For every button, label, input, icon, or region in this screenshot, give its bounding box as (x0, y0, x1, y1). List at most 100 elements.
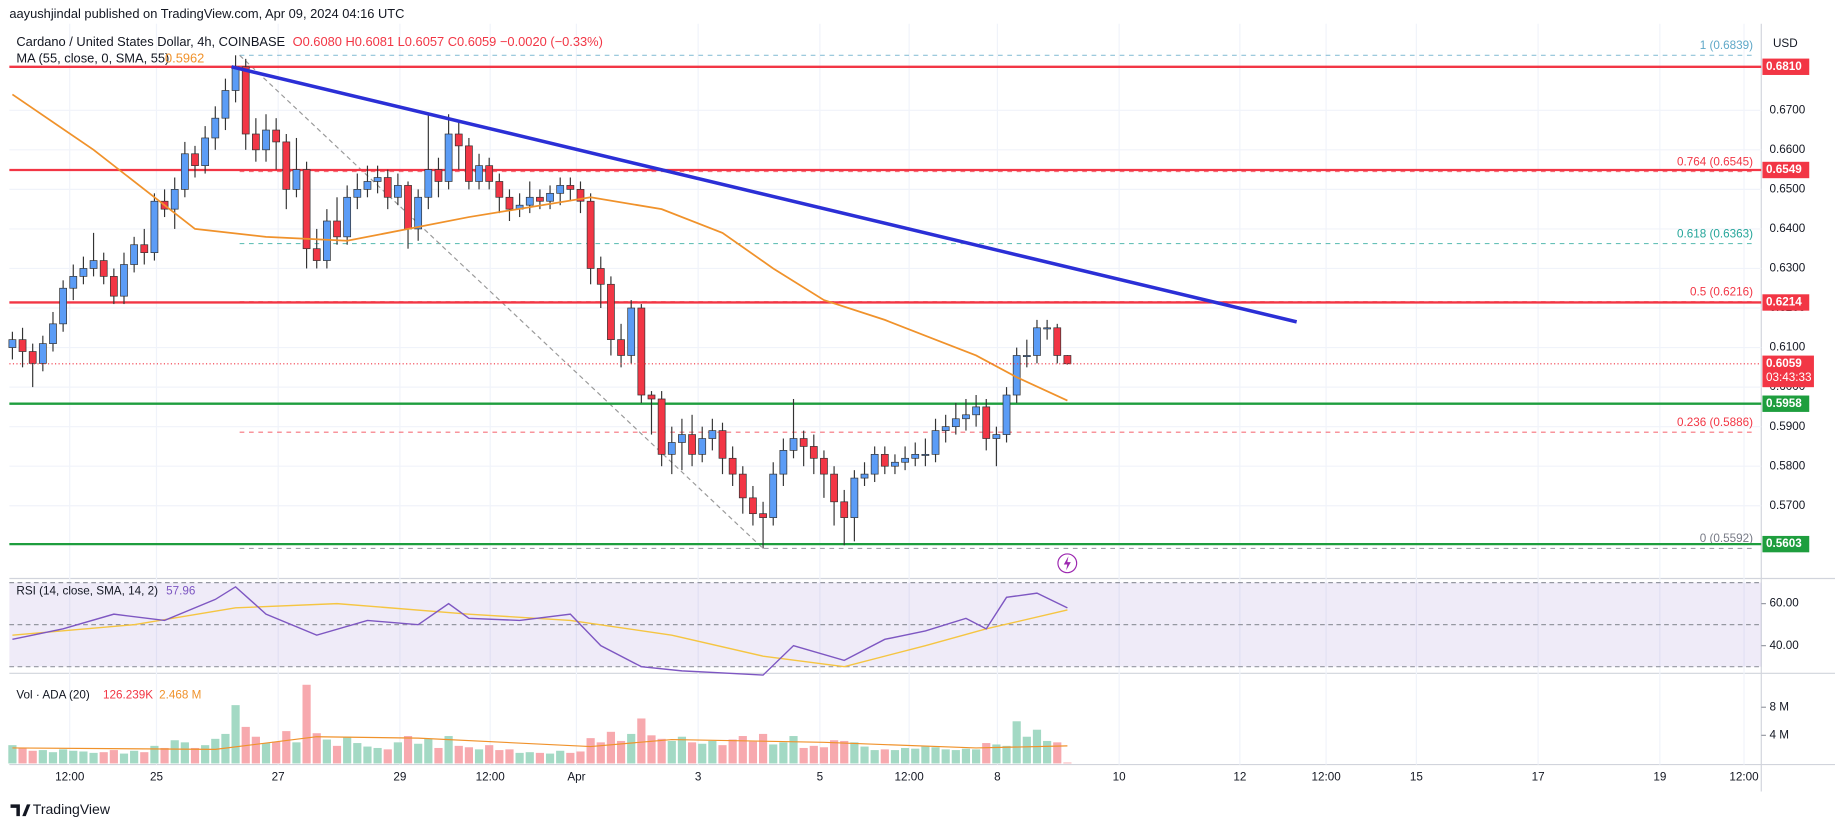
volume-bar (79, 751, 88, 764)
candle-body (525, 196, 534, 206)
volume-bar (444, 736, 453, 764)
logo-mark (10, 804, 31, 817)
candle-body (150, 200, 159, 254)
x-tick-label: 29 (393, 771, 406, 784)
volume-bar (535, 752, 545, 764)
volume-bar (738, 736, 747, 764)
candle-body (1063, 355, 1072, 365)
level-price-box (1762, 535, 1810, 553)
y-tick-label: 0.5900 (1769, 420, 1805, 433)
volume-title: Vol · ADA (20) (16, 689, 90, 702)
volume-bar (1022, 736, 1031, 764)
y-tick-label: 0.6400 (1769, 222, 1805, 235)
fib-label: 0.618 (0.6363) (1677, 227, 1753, 240)
level-price-label: 0.6214 (1766, 296, 1802, 309)
candle-body (424, 169, 433, 198)
volume-bar (373, 747, 382, 764)
rsi-title: RSI (14, close, SMA, 14, 2) (16, 584, 158, 597)
candle-body (556, 185, 565, 194)
candle-body (130, 244, 138, 265)
volume-bar (606, 731, 616, 764)
current-price-label: 0.6059 (1766, 357, 1802, 370)
candle-body (201, 137, 210, 166)
candle-body (1053, 327, 1062, 356)
candle-body (688, 434, 696, 455)
fib-label: 0.764 (0.6545) (1677, 155, 1753, 168)
candle-body (79, 268, 88, 277)
level-price-label: 0.6549 (1766, 163, 1802, 176)
volume-bar (951, 750, 960, 764)
ma-value: 0.5962 (165, 50, 204, 65)
volume-bar (424, 738, 433, 764)
volume-bar (1043, 740, 1052, 764)
x-tick-label: 25 (150, 771, 164, 784)
volume-bar (59, 749, 68, 764)
volume-bar (302, 684, 311, 764)
candle-body (536, 196, 544, 202)
volume-bar (901, 747, 910, 764)
volume-bar (677, 736, 687, 764)
volume-bar (464, 747, 473, 764)
volume-bar (332, 745, 342, 764)
candle-body (1033, 327, 1041, 356)
volume-value: 126.239K (103, 689, 153, 702)
candle-body (18, 339, 27, 352)
candle-body (546, 192, 554, 202)
candle-body (860, 473, 869, 479)
candle-body (738, 473, 747, 499)
volume-bar (403, 736, 413, 764)
fib-label: 1 (0.6839) (1700, 39, 1753, 52)
candle-body (59, 287, 67, 325)
volume-bar (647, 735, 656, 764)
volume-bar (160, 747, 169, 764)
candle-body (789, 438, 798, 451)
x-tick-label: 17 (1532, 771, 1545, 784)
volume-bar (343, 736, 352, 764)
candle-body (647, 394, 656, 400)
candle-body (373, 177, 382, 182)
x-tick-label: 12:00 (55, 771, 85, 784)
candle-body (586, 200, 595, 269)
logo: TradingView (33, 801, 111, 817)
volume-bar (485, 745, 494, 764)
candle-body (749, 497, 757, 515)
candle-body (282, 141, 291, 190)
volume-bar (728, 739, 737, 764)
candle-body (931, 430, 940, 455)
candle-body (383, 177, 392, 198)
published: aayushjindal published on TradingView.co… (9, 6, 404, 21)
y-tick-label: 0.5800 (1769, 459, 1805, 472)
candle-body (444, 133, 453, 182)
volume-bar (698, 743, 707, 764)
candle-body (718, 430, 727, 459)
candle-body (728, 457, 737, 475)
volume-bar (1002, 745, 1011, 764)
volume-bar (789, 736, 798, 764)
volume-bar (748, 741, 758, 764)
candle-body (637, 307, 646, 396)
level-price-box (1762, 58, 1810, 75)
volume-bar (829, 740, 839, 764)
candle-body (657, 398, 666, 455)
volume-bar (972, 749, 981, 764)
candle-body (8, 339, 17, 348)
candle-body (495, 181, 504, 198)
candle-body (292, 169, 301, 190)
x-tick-label: 5 (817, 771, 824, 784)
volume-bar (292, 742, 301, 764)
candle-body (485, 165, 494, 182)
candle-body (708, 430, 717, 439)
volume-bar (545, 753, 555, 764)
y-tick-label: 0.6300 (1769, 262, 1805, 275)
volume-bar (1012, 721, 1021, 764)
x-tick-label: 12 (1233, 771, 1246, 784)
candle-body (1022, 355, 1031, 357)
candle-body (667, 442, 676, 455)
volume-bar (312, 733, 321, 764)
volume-bar (109, 750, 118, 764)
candle-body (1002, 394, 1011, 435)
candle-body (180, 153, 189, 190)
